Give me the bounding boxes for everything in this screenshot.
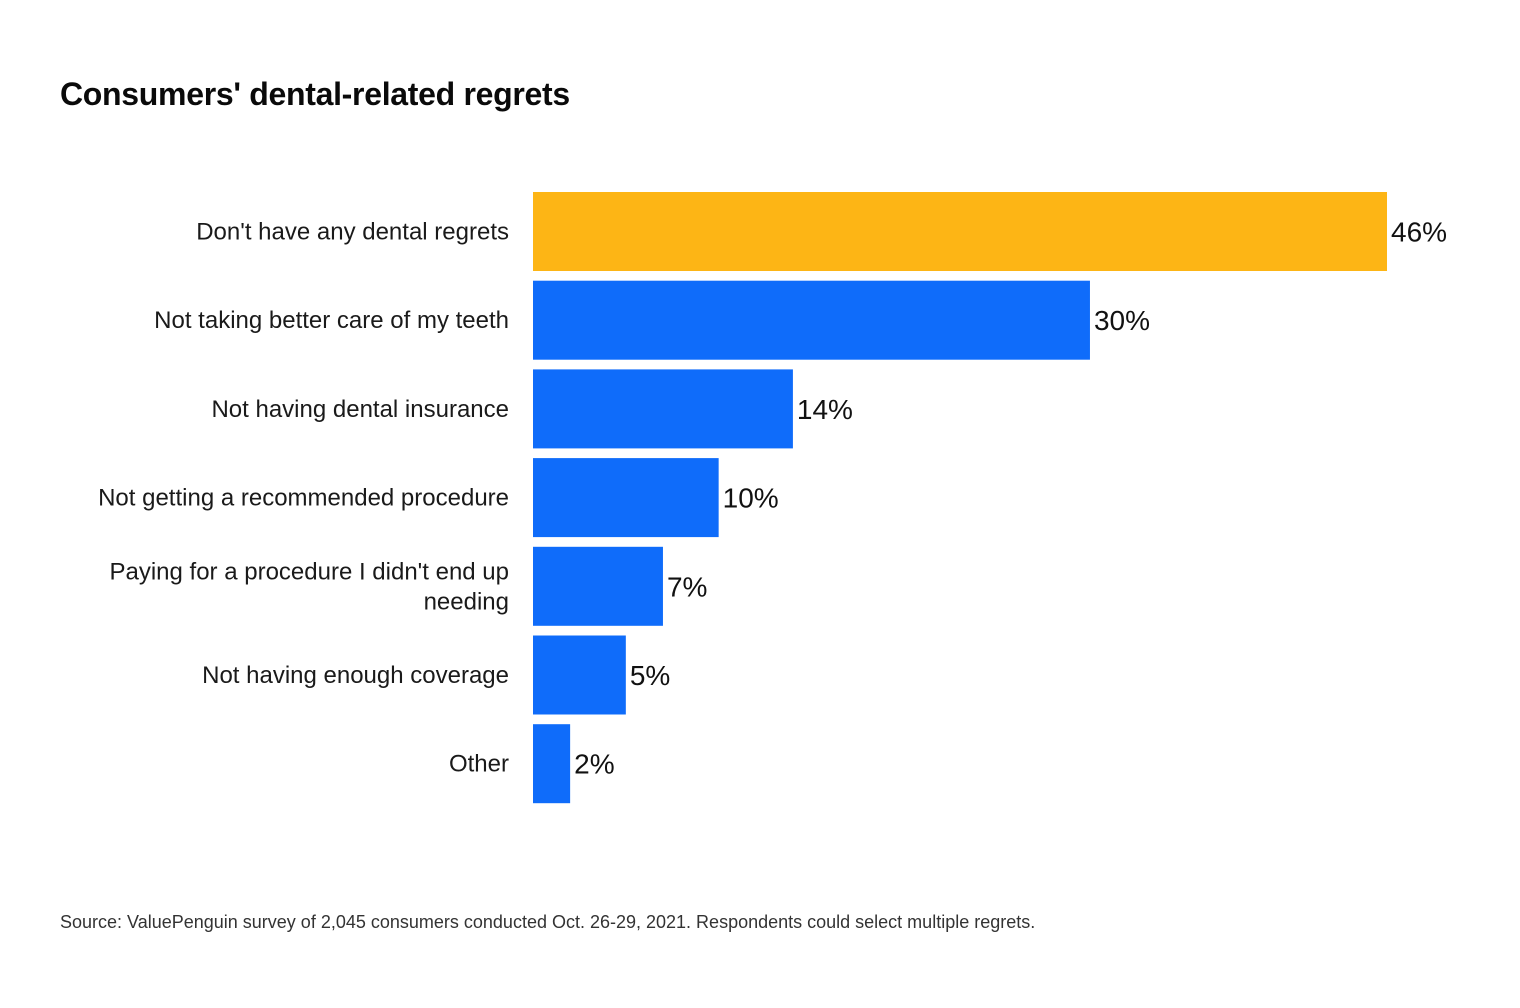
category-label-1: Not taking better care of my teeth — [154, 307, 509, 334]
bar-6 — [533, 724, 571, 804]
category-label-3: Not getting a recommended procedure — [98, 485, 509, 512]
bar-3 — [533, 458, 719, 538]
value-label-0: 46% — [1391, 217, 1447, 248]
bar-1 — [533, 280, 1090, 360]
value-label-4: 7% — [667, 571, 707, 602]
bars-layer — [533, 192, 1387, 804]
category-label-line: Not having enough coverage — [202, 662, 509, 689]
value-label-6: 2% — [574, 749, 614, 780]
bar-4 — [533, 546, 663, 626]
bar-5 — [533, 635, 626, 715]
bar-2 — [533, 369, 793, 449]
value-label-3: 10% — [723, 483, 779, 514]
category-label-6: Other — [449, 751, 509, 778]
category-label-line: Not having dental insurance — [211, 396, 509, 423]
category-label-5: Not having enough coverage — [202, 662, 509, 689]
bar-0 — [533, 192, 1387, 271]
category-labels: Don't have any dental regrets Not taking … — [98, 219, 509, 778]
value-label-2: 14% — [797, 394, 853, 425]
category-label-line: Paying for a procedure I didn't end up — [109, 558, 509, 585]
category-label-line: needing — [424, 588, 509, 615]
category-label-line: Other — [449, 751, 509, 778]
category-label-4: Paying for a procedure I didn't end up ne… — [109, 558, 509, 615]
category-label-2: Not having dental insurance — [211, 396, 509, 423]
value-labels: 46% 30% 14% 10% 7% 5% 2% — [574, 217, 1447, 780]
value-label-1: 30% — [1094, 305, 1150, 336]
source-note: Source: ValuePenguin survey of 2,045 con… — [60, 912, 1036, 932]
category-label-line: Not getting a recommended procedure — [98, 485, 509, 512]
category-label-0: Don't have any dental regrets — [196, 219, 509, 246]
category-label-line: Don't have any dental regrets — [196, 219, 509, 246]
chart-title: Consumers' dental-related regrets — [60, 76, 570, 112]
category-label-line: Not taking better care of my teeth — [154, 307, 509, 334]
bar-chart: Don't have any dental regrets Not taking … — [98, 192, 1447, 804]
value-label-5: 5% — [630, 660, 670, 691]
